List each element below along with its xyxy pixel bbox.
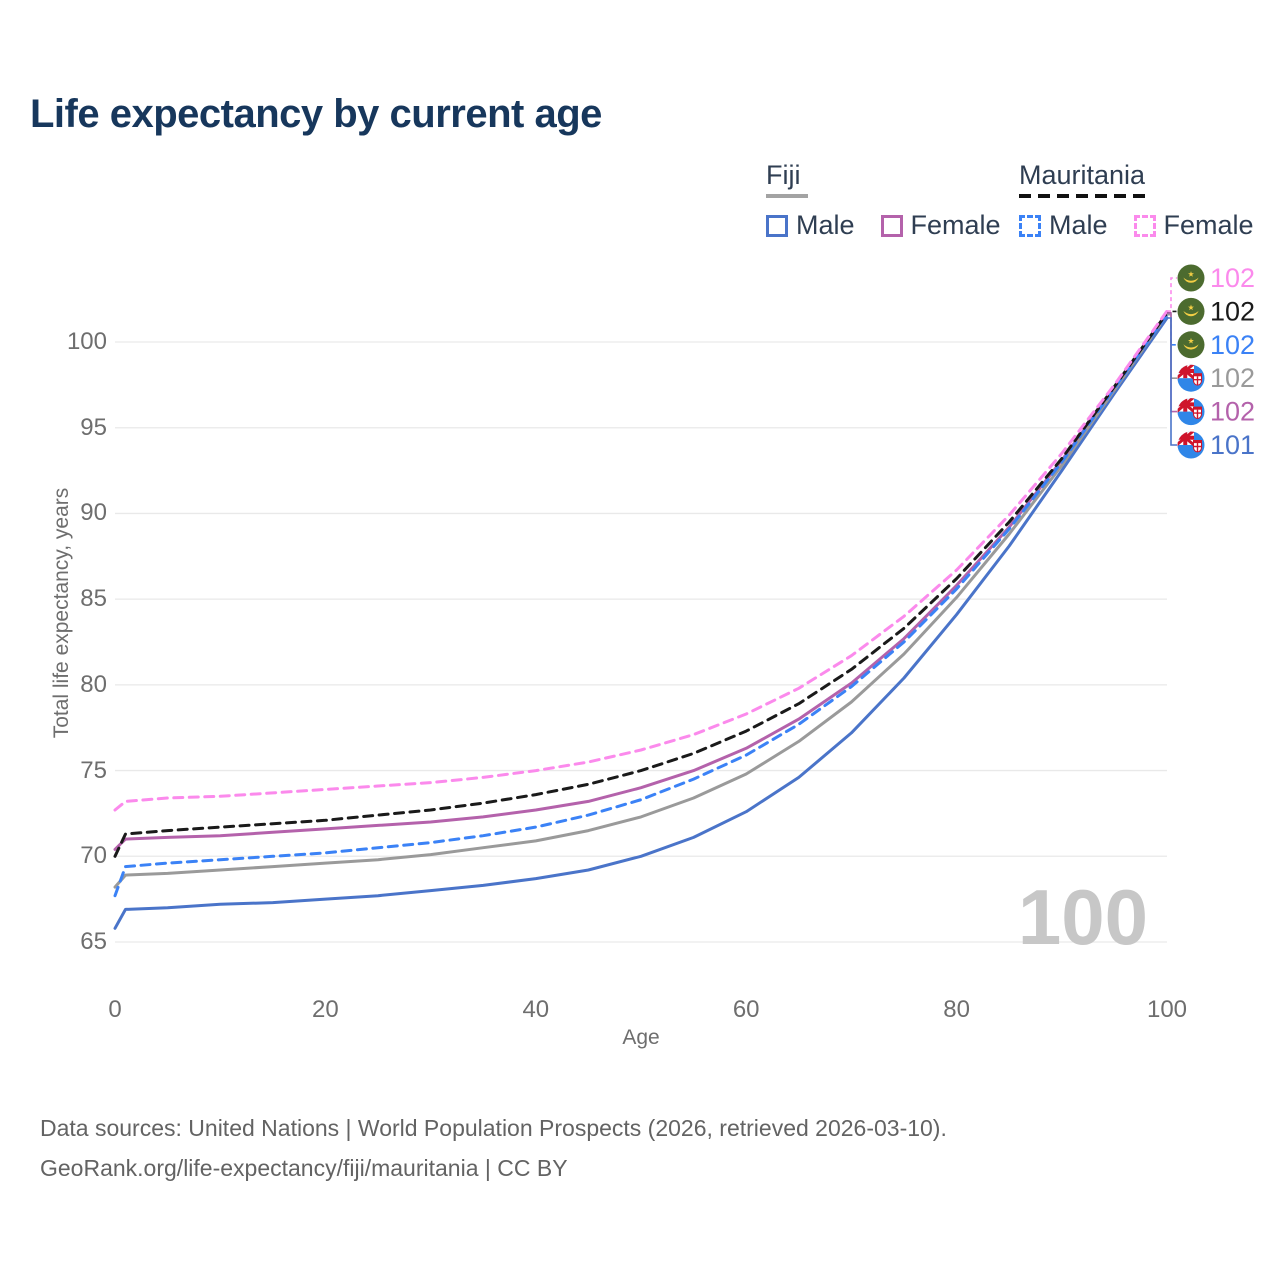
fiji-flag-icon: [1177, 364, 1205, 392]
legend-fiji-label[interactable]: Fiji: [766, 160, 801, 190]
mauritania-flag-icon: [1177, 297, 1205, 325]
legend-fiji-line-sample: [766, 194, 808, 198]
series-line-fiji-male: [113, 316, 1169, 930]
end-value-label-fiji-female: 102: [1210, 397, 1255, 427]
legend-mauritania-label[interactable]: Mauritania: [1019, 160, 1146, 190]
footer-data-sources: Data sources: United Nations | World Pop…: [40, 1115, 947, 1141]
mauritania-male-swatch-icon: [1019, 214, 1041, 237]
legend-item-fiji-female[interactable]: Female: [880, 210, 1001, 241]
fiji-shield-icon: [1193, 440, 1202, 453]
y-tick-label: 85: [80, 585, 107, 613]
leader-line: [1167, 313, 1177, 379]
mauritania-flag-icon: [1177, 331, 1205, 359]
legend-group-mauritania: Mauritania Male Female: [1019, 160, 1254, 241]
x-tick-label: 80: [943, 996, 970, 1023]
leader-line: [1167, 313, 1177, 346]
series-line-fiji-both-sexes: [113, 313, 1169, 889]
x-tick-label: 100: [1146, 996, 1188, 1023]
page-title: Life expectancy by current age: [30, 92, 602, 136]
leader-line: [1167, 312, 1177, 413]
legend-item-fiji-male[interactable]: Male: [766, 210, 855, 241]
legend-label: Male: [796, 210, 855, 240]
y-tick-label: 80: [80, 670, 107, 698]
end-value-label-mauritania-female: 102: [1210, 263, 1255, 293]
mauritania-flag-icon: [1177, 264, 1205, 292]
y-tick-label: 70: [80, 842, 107, 870]
x-tick-label: 40: [522, 996, 550, 1023]
y-tick-label: 90: [80, 499, 107, 527]
fiji-flag-icon: [1177, 431, 1205, 459]
mauritania-female-swatch-icon: [1133, 214, 1156, 237]
series-line-mauritania-female: [113, 309, 1169, 812]
end-labels: 102 102 102 102: [1167, 263, 1255, 460]
y-tick-label: 100: [66, 328, 107, 355]
legend-item-mauritania-male[interactable]: Male: [1019, 210, 1108, 241]
end-value-label-mauritania-male: 102: [1210, 330, 1255, 360]
footer-attribution: GeoRank.org/life-expectancy/fiji/maurita…: [40, 1155, 568, 1182]
legend-label: Female: [910, 210, 1001, 240]
y-tick-label: 75: [80, 756, 107, 784]
leader-line: [1167, 317, 1177, 446]
fiji-female-swatch-icon: [880, 214, 903, 237]
legend-group-fiji: Fiji Male Female: [766, 160, 1001, 241]
fiji-shield-icon: [1193, 373, 1202, 386]
x-axis-title: Age: [622, 1026, 660, 1049]
series-lines: [113, 309, 1169, 930]
x-tick-label: 20: [312, 996, 339, 1023]
legend-item-mauritania-female[interactable]: Female: [1133, 210, 1254, 241]
fiji-shield-icon: [1193, 406, 1202, 420]
watermark-age-value: 100: [1017, 873, 1148, 961]
fiji-male-swatch-icon: [766, 214, 788, 237]
fiji-flag-icon: [1177, 398, 1205, 426]
x-tick-label: 60: [732, 996, 760, 1023]
end-value-label-fiji-male: 101: [1210, 430, 1255, 460]
x-tick-label: 0: [108, 996, 122, 1023]
leader-line: [1167, 277, 1177, 312]
series-line-mauritania-male: [113, 313, 1169, 898]
legend-mauritania-line-sample: [1019, 194, 1147, 198]
series-line-fiji-female: [113, 311, 1169, 851]
legend-label: Male: [1049, 210, 1108, 240]
series-line-mauritania-both-sexes: [113, 311, 1169, 858]
footer: Data sources: United Nations | World Pop…: [40, 1108, 947, 1189]
end-value-label-fiji-both-sexes: 102: [1210, 363, 1255, 393]
y-tick-label: 65: [80, 928, 107, 955]
gridlines: [115, 341, 1167, 943]
end-value-label-mauritania-both-sexes: 102: [1210, 296, 1255, 326]
legend-label: Female: [1163, 210, 1254, 240]
y-tick-label: 95: [80, 413, 107, 441]
